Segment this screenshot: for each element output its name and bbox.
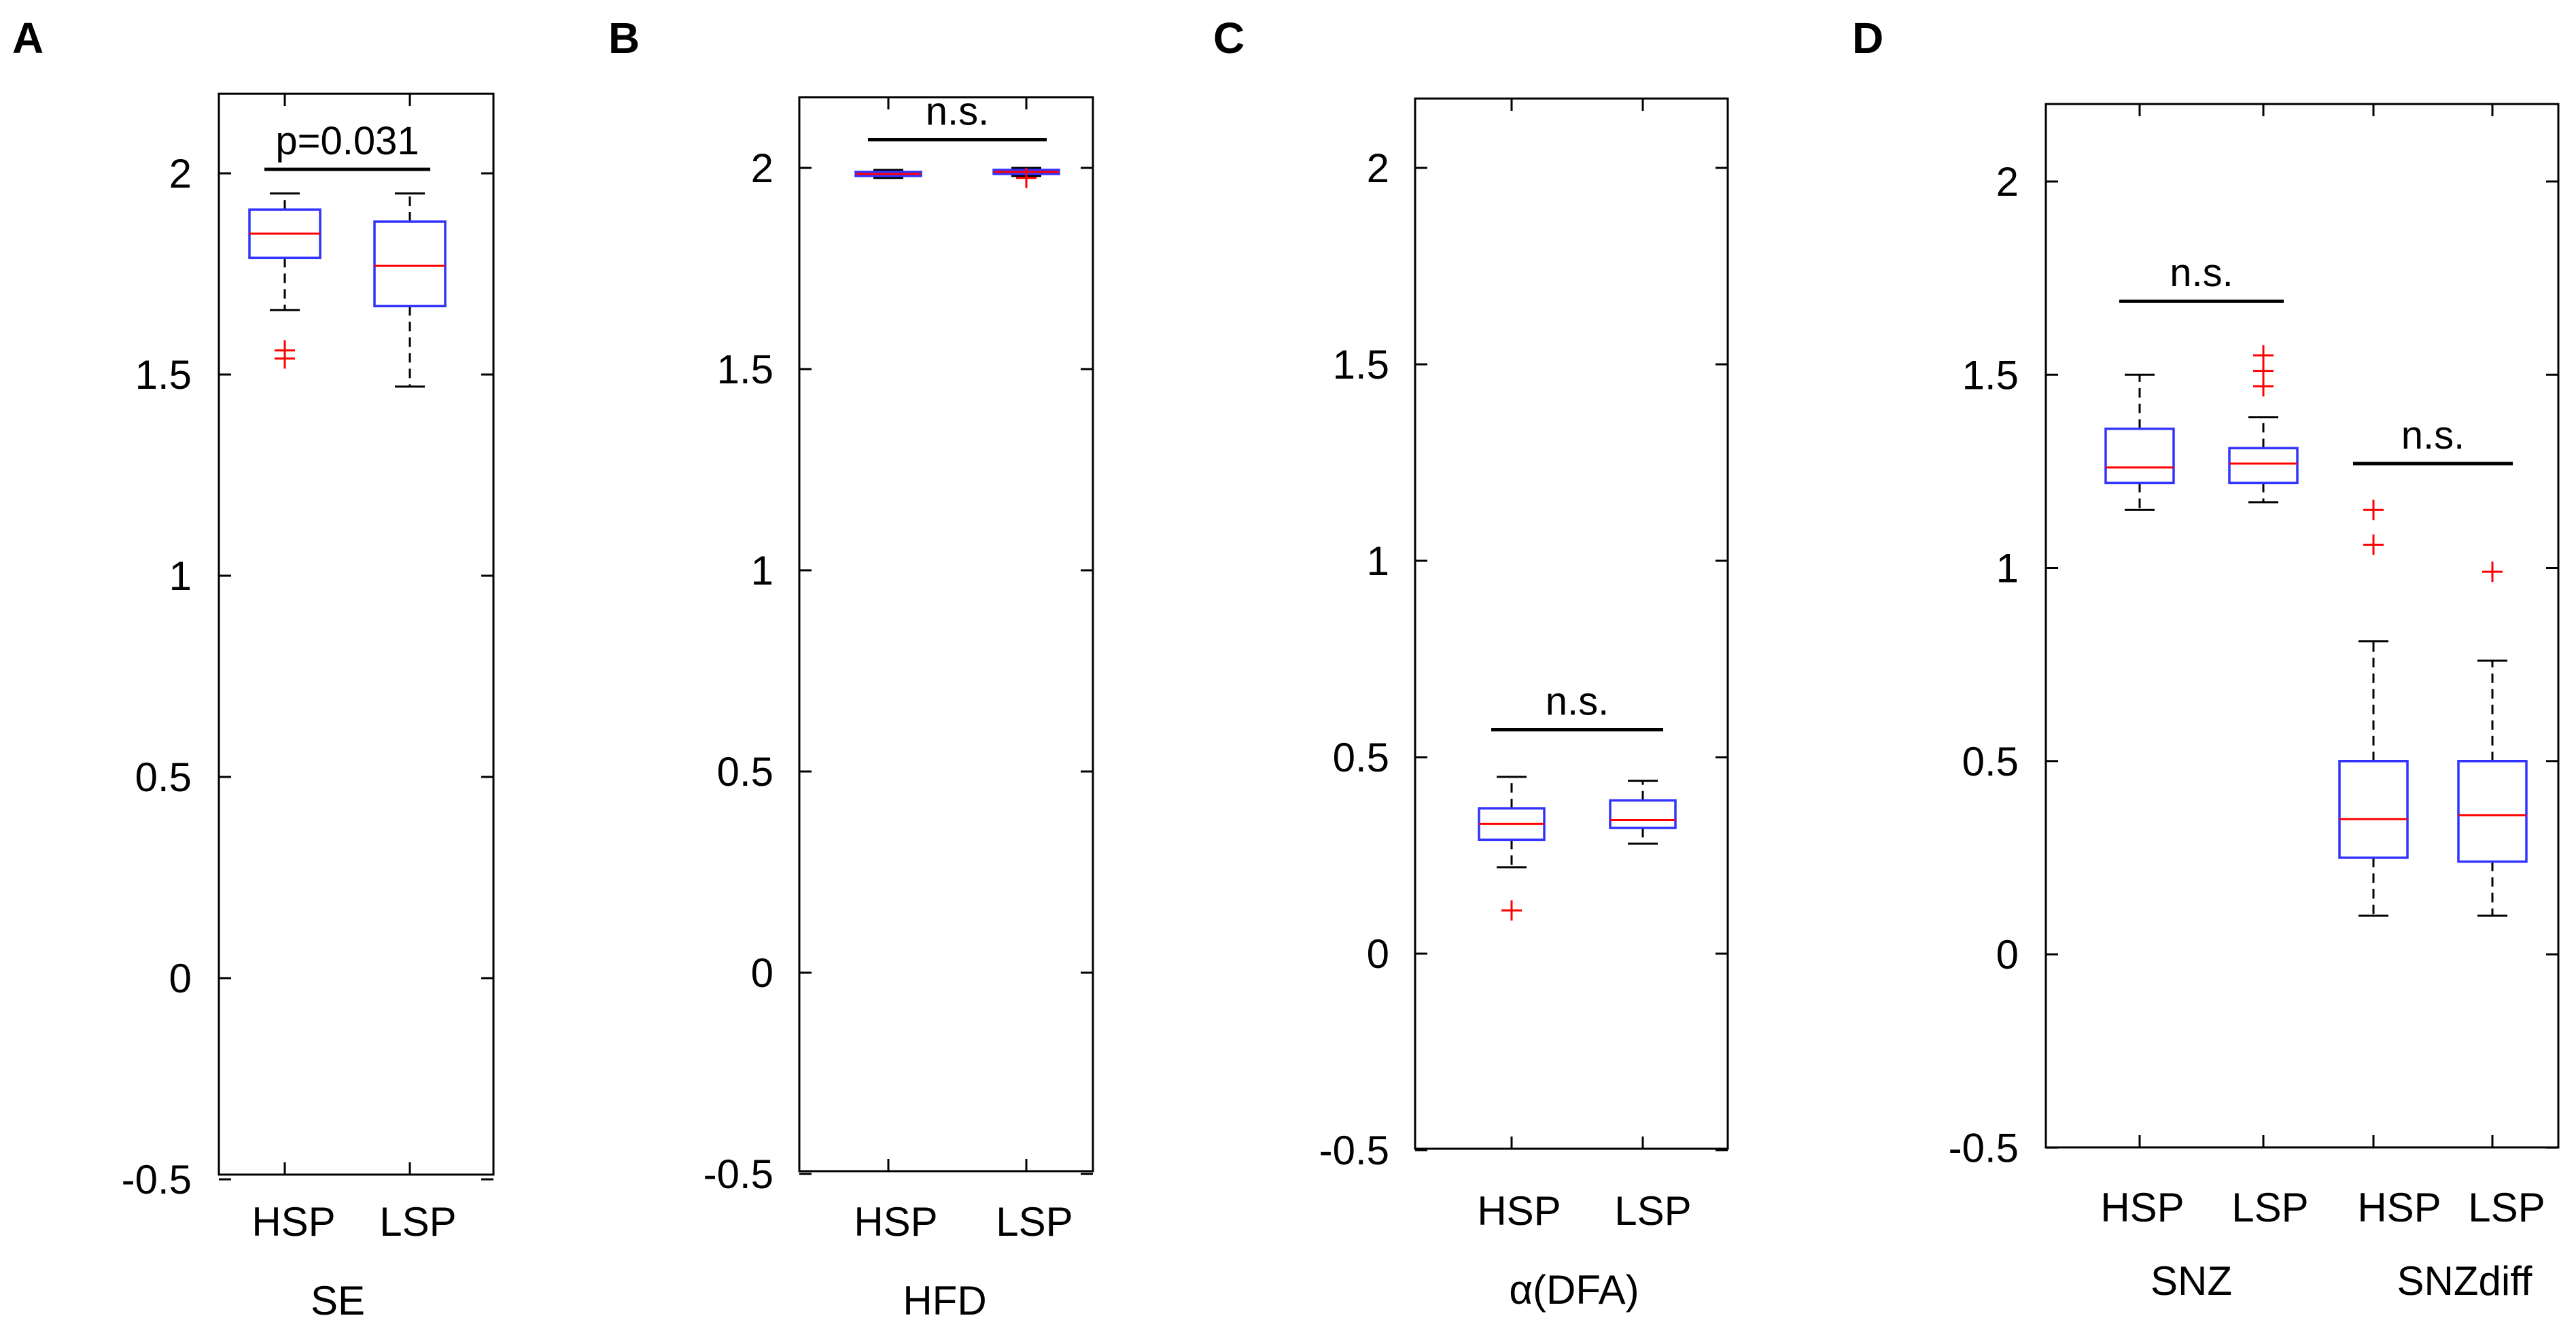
y-tick-label: 1	[1367, 538, 1389, 584]
y-tick-label: -0.5	[703, 1151, 773, 1197]
y-tick-label: 1.5	[717, 347, 773, 392]
y-tick-label: 0	[169, 956, 192, 1001]
outlier-marker	[2482, 561, 2503, 583]
box-iqr	[2338, 760, 2409, 859]
box-plot	[2104, 373, 2175, 511]
y-ticks	[799, 97, 1093, 1175]
outlier-marker	[1016, 167, 1037, 188]
y-tick-label: 1.5	[1333, 342, 1389, 387]
y-tick-label: 0	[1996, 932, 2019, 977]
y-tick-label: 0.5	[1333, 735, 1389, 780]
axes-frame	[217, 92, 495, 1176]
y-tick-label: 2	[751, 145, 773, 191]
significance-brackets: n.s.	[1491, 680, 1663, 732]
outlier-marker	[275, 348, 295, 369]
box-plot	[2338, 500, 2409, 917]
box-iqr	[2228, 447, 2299, 485]
outlier-marker	[2253, 376, 2274, 397]
category-label-lsp: LSP	[1614, 1188, 1691, 1234]
box-plot	[2228, 345, 2299, 504]
significance-brackets: p=0.031	[264, 119, 430, 171]
box-plots	[1478, 776, 1677, 921]
panel-letter-b: B	[608, 14, 640, 63]
outlier-marker	[2363, 534, 2384, 555]
y-tick-label: 1	[751, 548, 773, 593]
outlier-marker	[1501, 900, 1522, 921]
box-plot	[854, 169, 922, 179]
y-tick-label: 0.5	[1962, 739, 2019, 784]
outlier-marker	[2363, 500, 2384, 521]
y-tick-label: 0	[1367, 931, 1389, 977]
panel-letter-d: D	[1852, 14, 1883, 63]
category-label-hsp: HSP	[1477, 1188, 1561, 1234]
x-axis-title: α(DFA)	[1509, 1267, 1639, 1313]
y-tick-label: 1	[1996, 546, 2019, 591]
y-tick-label: 0	[751, 950, 773, 996]
panel-c: C -0.5 0 0.5 1 1.5 2 n.s. HSP LSP α(DFA)	[1213, 14, 1729, 1313]
axes-frame	[1414, 97, 1729, 1150]
y-tick-label: 1.5	[1962, 352, 2019, 398]
box-plot	[2457, 561, 2528, 917]
y-tick-labels: -0.5 0 0.5 1 1.5 2	[1949, 159, 2019, 1171]
box-plots	[2104, 345, 2528, 917]
significance-label: n.s.	[2170, 251, 2233, 295]
y-tick-labels: -0.5 0 0.5 1 1.5 2	[1319, 145, 1389, 1173]
y-tick-labels: -0.5 0 0.5 1 1.5 2	[703, 145, 773, 1197]
box-plot	[1609, 780, 1677, 845]
category-label-hsp: HSP	[251, 1199, 335, 1245]
panel-a: A -0.5 0 0.5 1 1.5 2 p=0.031 HSP LSP SE	[12, 14, 495, 1323]
y-tick-label: -0.5	[122, 1157, 192, 1202]
y-tick-label: 1.5	[135, 352, 192, 398]
y-ticks	[1415, 99, 1728, 1151]
y-tick-label: -0.5	[1319, 1128, 1389, 1173]
x-axis-title: SE	[311, 1278, 365, 1323]
box-plot	[992, 167, 1060, 188]
group-label-snz: SNZ	[2151, 1258, 2232, 1304]
y-tick-label: 2	[1367, 145, 1389, 191]
box-label-snz-hsp: HSP	[2100, 1185, 2184, 1230]
box-plot	[248, 192, 321, 369]
box-plots	[854, 167, 1060, 188]
significance-label: p=0.031	[275, 119, 419, 163]
panel-letter-a: A	[12, 14, 43, 63]
box-label-snz-lsp: LSP	[2231, 1185, 2308, 1230]
box-plots	[248, 192, 447, 388]
category-label-hsp: HSP	[854, 1199, 937, 1245]
y-ticks	[219, 94, 493, 1181]
box-plot	[373, 192, 447, 388]
significance-brackets: n.s.	[868, 90, 1047, 142]
y-tick-label: 1	[169, 553, 192, 599]
significance-label: n.s.	[2401, 413, 2465, 457]
y-tick-labels: -0.5 0 0.5 1 1.5 2	[122, 151, 192, 1202]
y-tick-label: 0.5	[717, 749, 773, 795]
y-ticks	[2046, 104, 2558, 1149]
box-plot	[1478, 776, 1546, 921]
y-tick-label: -0.5	[1949, 1125, 2019, 1171]
significance-label: n.s.	[1546, 680, 1609, 724]
y-tick-label: 0.5	[135, 755, 192, 800]
box-iqr	[373, 220, 447, 308]
category-label-lsp: LSP	[996, 1199, 1073, 1245]
box-iqr	[2104, 428, 2175, 485]
axes-frame	[2044, 103, 2560, 1149]
panel-letter-c: C	[1213, 14, 1245, 63]
box-label-snzdiff-hsp: HSP	[2357, 1185, 2441, 1230]
group-label-snzdiff: SNZdiff	[2397, 1258, 2533, 1304]
significance-label: n.s.	[926, 90, 990, 134]
box-iqr	[1609, 799, 1677, 829]
x-axis-title: HFD	[903, 1278, 986, 1323]
panel-d: D -0.5 0 0.5 1 1.5 2 n.s. n.s. HSP LSP HSP LSP…	[1852, 14, 2560, 1304]
y-tick-label: 2	[1996, 159, 2019, 205]
box-iqr	[2457, 760, 2528, 863]
box-label-snzdiff-lsp: LSP	[2468, 1185, 2545, 1230]
significance-brackets: n.s. n.s.	[2119, 251, 2513, 466]
category-label-lsp: LSP	[379, 1199, 456, 1245]
y-tick-label: 2	[169, 151, 192, 196]
panel-b: B -0.5 0 0.5 1 1.5 2 n.s. HSP LSP HFD	[608, 14, 1094, 1323]
axes-frame	[798, 96, 1094, 1173]
